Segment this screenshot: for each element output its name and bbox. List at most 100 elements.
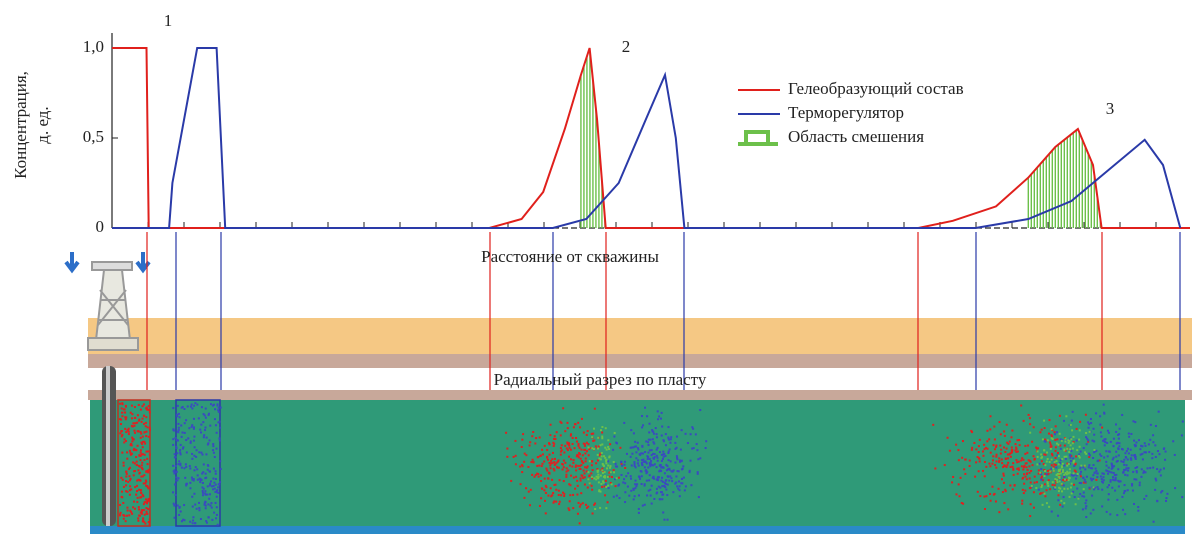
particle — [1022, 477, 1024, 479]
particle — [1113, 472, 1115, 474]
particle — [661, 426, 663, 428]
particle — [564, 462, 566, 464]
particle — [538, 465, 540, 467]
particle — [587, 471, 589, 473]
particle — [1048, 479, 1050, 481]
particle — [195, 456, 197, 458]
particle — [218, 437, 220, 439]
particle — [616, 477, 618, 479]
particle — [1128, 452, 1130, 454]
particle — [182, 446, 184, 448]
particle — [667, 426, 669, 428]
particle — [603, 455, 605, 457]
particle — [198, 451, 200, 453]
particle — [599, 454, 601, 456]
particle — [636, 483, 638, 485]
particle — [641, 415, 643, 417]
particle — [177, 463, 179, 465]
particle — [207, 464, 209, 466]
particle — [1035, 487, 1037, 489]
particle — [520, 483, 522, 485]
particle — [644, 466, 646, 468]
particle — [574, 488, 576, 490]
particle — [1017, 473, 1019, 475]
particle — [635, 485, 637, 487]
particle — [664, 472, 666, 474]
particle — [174, 453, 176, 455]
particle — [1016, 461, 1018, 463]
particle — [1085, 414, 1087, 416]
particle — [1130, 457, 1132, 459]
particle — [1152, 434, 1154, 436]
particle — [665, 444, 667, 446]
particle — [597, 437, 599, 439]
particle — [1103, 456, 1105, 458]
particle — [955, 444, 957, 446]
particle — [985, 495, 987, 497]
particle — [209, 493, 211, 495]
particle — [189, 467, 191, 469]
particle — [628, 495, 630, 497]
particle — [993, 444, 995, 446]
particle — [129, 485, 131, 487]
particle — [669, 442, 671, 444]
particle — [1027, 469, 1029, 471]
particle — [557, 461, 559, 463]
particle — [586, 442, 588, 444]
particle — [1082, 508, 1084, 510]
particle — [626, 453, 628, 455]
particle — [1054, 484, 1056, 486]
particle — [617, 485, 619, 487]
particle — [147, 487, 149, 489]
particle — [148, 409, 150, 411]
formation-layer — [88, 354, 1192, 368]
particle — [1062, 469, 1064, 471]
particle — [593, 477, 595, 479]
particle — [681, 429, 683, 431]
particle — [1158, 471, 1160, 473]
particle — [198, 507, 200, 509]
particle — [1145, 495, 1147, 497]
particle — [1080, 475, 1082, 477]
particle — [610, 471, 612, 473]
particle — [209, 484, 211, 486]
chart: Концентрация, д. ед. Расстояние от скваж… — [0, 0, 1192, 537]
particle — [172, 407, 174, 409]
particle — [125, 480, 127, 482]
particle — [182, 519, 184, 521]
particle — [560, 447, 562, 449]
particle — [122, 403, 124, 405]
particle — [1048, 506, 1050, 508]
particle — [1084, 481, 1086, 483]
series-line — [112, 48, 1180, 228]
particle — [555, 489, 557, 491]
particle — [216, 432, 218, 434]
particle — [615, 463, 617, 465]
particle — [138, 514, 140, 516]
particle — [1064, 445, 1066, 447]
particle — [200, 452, 202, 454]
particle — [627, 486, 629, 488]
particle — [676, 485, 678, 487]
particle — [1128, 467, 1130, 469]
particle — [142, 520, 144, 522]
particle — [147, 463, 149, 465]
particle — [133, 448, 135, 450]
particle — [657, 447, 659, 449]
particle — [585, 460, 587, 462]
particle — [1115, 423, 1117, 425]
particle — [1021, 465, 1023, 467]
particle — [1163, 467, 1165, 469]
particle — [1036, 481, 1038, 483]
particle — [1111, 471, 1113, 473]
particle — [178, 427, 180, 429]
particle — [648, 439, 650, 441]
particle — [989, 493, 991, 495]
particle — [530, 461, 532, 463]
particle — [125, 484, 127, 486]
particle — [1093, 451, 1095, 453]
particle — [679, 485, 681, 487]
particle — [619, 497, 621, 499]
particle — [1067, 472, 1069, 474]
particle — [197, 479, 199, 481]
